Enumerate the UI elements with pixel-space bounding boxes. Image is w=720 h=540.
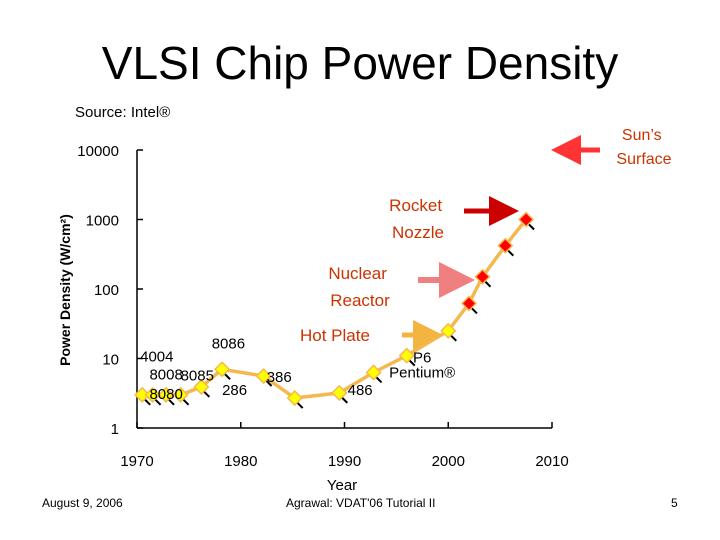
data-point	[214, 361, 231, 380]
source-note: Source: Intel®	[75, 104, 171, 121]
x-tick-label: 2000	[432, 453, 465, 470]
footer-center: Agrawal: VDAT'06 Tutorial II	[286, 496, 436, 510]
x-tick-label: 1990	[328, 453, 361, 470]
suns-surface-line-2: Surface	[616, 151, 671, 168]
data-point	[497, 237, 515, 257]
suns-surface-label: Sun’s Surface	[616, 127, 671, 168]
y-tick-label: 10	[102, 352, 119, 369]
processor-label: 286	[222, 382, 247, 399]
slide-title: VLSI Chip Power Density	[101, 37, 619, 89]
y-tick-label: 1000	[86, 213, 119, 230]
data-point	[518, 211, 535, 231]
data-point	[365, 364, 383, 384]
suns-surface-line-1: Sun’s	[622, 127, 662, 144]
x-tick-label: 1980	[224, 453, 257, 470]
data-point	[157, 386, 175, 406]
data-point	[474, 268, 492, 288]
rocket-nozzle-label: Rocket Nozzle	[389, 196, 447, 242]
data-point	[286, 389, 304, 409]
nuclear-reactor-line-2: Reactor	[330, 291, 390, 310]
y-tick-label: 100	[94, 282, 119, 299]
data-point	[144, 386, 162, 406]
x-tick-label: 2010	[535, 453, 568, 470]
y-axis-label: Power Density (W/cm²)	[57, 214, 73, 366]
x-tick-label: 1970	[120, 453, 153, 470]
processor-label: 386	[267, 369, 292, 386]
processor-label: P6	[413, 349, 431, 366]
rocket-nozzle-line-2: Nozzle	[392, 223, 444, 242]
footer-date: August 9, 2006	[42, 496, 123, 510]
processor-label: 4004	[140, 349, 173, 366]
nuclear-reactor-line-1: Nuclear	[328, 264, 387, 283]
nuclear-reactor-label: Nuclear Reactor	[328, 264, 391, 310]
y-tick-label: 10000	[77, 143, 119, 160]
processor-label: Pentium®	[389, 365, 455, 382]
processor-label: 8086	[212, 335, 245, 352]
data-point	[255, 367, 273, 387]
data-point	[398, 347, 416, 367]
processor-label: 8080	[149, 386, 182, 403]
data-point	[460, 295, 478, 315]
processor-label: 486	[348, 382, 373, 399]
processor-label: 8085	[181, 368, 214, 385]
y-tick-label: 1	[111, 421, 119, 438]
data-point	[331, 384, 349, 404]
page-number: 5	[671, 496, 678, 510]
x-axis-label: Year	[327, 477, 357, 494]
rocket-nozzle-line-1: Rocket	[389, 196, 442, 215]
data-point	[440, 322, 457, 342]
data-point	[193, 378, 211, 398]
processor-label: 8008	[149, 366, 182, 383]
data-point	[172, 386, 190, 406]
hot-plate-label: Hot Plate	[300, 326, 370, 345]
